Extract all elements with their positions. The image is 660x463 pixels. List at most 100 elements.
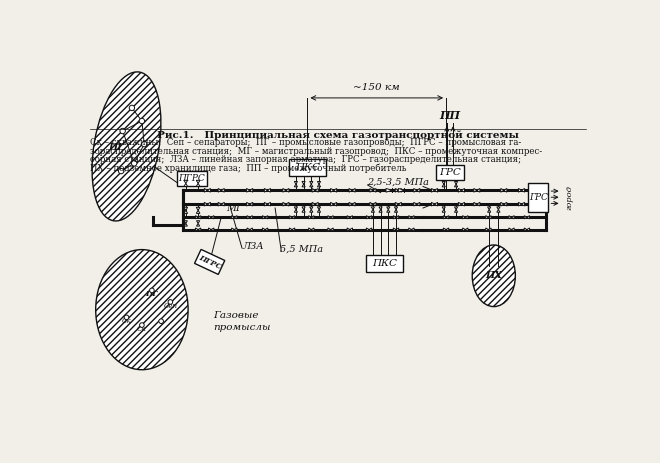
Polygon shape (455, 207, 457, 210)
Circle shape (120, 128, 125, 134)
Polygon shape (411, 216, 414, 219)
Polygon shape (387, 210, 390, 212)
Polygon shape (501, 202, 504, 206)
Polygon shape (396, 216, 399, 219)
Ellipse shape (92, 72, 161, 221)
Polygon shape (455, 210, 457, 212)
Polygon shape (411, 228, 414, 231)
Polygon shape (524, 216, 527, 219)
Polygon shape (232, 216, 234, 219)
Polygon shape (234, 216, 237, 219)
Polygon shape (292, 228, 295, 231)
Text: ПГ: ПГ (108, 144, 125, 152)
Polygon shape (527, 216, 529, 219)
Polygon shape (349, 188, 352, 192)
Circle shape (159, 319, 164, 324)
Text: ПХ – подземное хранилище газа;  ПП – промежуточный потребитель: ПХ – подземное хранилище газа; ПП – пром… (90, 163, 407, 173)
Polygon shape (211, 228, 214, 231)
Polygon shape (234, 228, 237, 231)
Polygon shape (249, 228, 252, 231)
Polygon shape (286, 202, 289, 206)
Polygon shape (221, 202, 224, 206)
Polygon shape (184, 183, 187, 187)
Polygon shape (184, 224, 187, 226)
Polygon shape (463, 216, 465, 219)
Polygon shape (221, 188, 224, 192)
Text: 2,5-3,5 МПа: 2,5-3,5 МПа (368, 178, 430, 187)
Polygon shape (497, 210, 500, 212)
Polygon shape (486, 228, 488, 231)
Polygon shape (366, 216, 369, 219)
Polygon shape (434, 188, 438, 192)
Polygon shape (399, 202, 401, 206)
Polygon shape (302, 207, 305, 210)
Polygon shape (395, 210, 397, 212)
Polygon shape (265, 188, 267, 192)
Polygon shape (294, 207, 298, 210)
Polygon shape (347, 216, 350, 219)
Polygon shape (386, 188, 392, 192)
Text: Сеп: Сеп (164, 302, 178, 310)
Text: промыслы: промыслы (214, 323, 271, 332)
Polygon shape (372, 210, 374, 212)
Polygon shape (370, 188, 373, 192)
Polygon shape (310, 210, 313, 212)
Bar (436, 165, 464, 180)
Polygon shape (265, 216, 268, 219)
Polygon shape (205, 202, 207, 206)
Polygon shape (333, 202, 337, 206)
Polygon shape (509, 228, 512, 231)
Polygon shape (414, 188, 417, 192)
Polygon shape (263, 216, 265, 219)
Polygon shape (315, 188, 318, 192)
Polygon shape (267, 188, 271, 192)
Polygon shape (196, 183, 200, 187)
Polygon shape (504, 188, 507, 192)
Circle shape (124, 315, 129, 319)
Polygon shape (312, 188, 315, 192)
Polygon shape (184, 210, 187, 213)
Polygon shape (294, 181, 298, 184)
Bar (178, 171, 207, 187)
Circle shape (141, 141, 147, 147)
Text: зораспределительная станция;  МГ – магистральный газопровод;  ПКС – промежуточна: зораспределительная станция; МГ – магист… (90, 147, 543, 156)
Polygon shape (292, 216, 295, 219)
Polygon shape (477, 202, 480, 206)
Polygon shape (265, 228, 268, 231)
Polygon shape (497, 207, 500, 210)
Polygon shape (317, 184, 321, 187)
Polygon shape (396, 228, 399, 231)
Polygon shape (352, 188, 355, 192)
Text: Газовые: Газовые (214, 311, 259, 320)
Polygon shape (521, 202, 525, 206)
Polygon shape (366, 228, 369, 231)
Polygon shape (379, 207, 382, 210)
Polygon shape (232, 228, 234, 231)
Polygon shape (488, 228, 491, 231)
Polygon shape (211, 216, 214, 219)
Polygon shape (309, 216, 312, 219)
Polygon shape (488, 216, 491, 219)
Polygon shape (399, 188, 405, 192)
Polygon shape (446, 228, 449, 231)
Polygon shape (465, 228, 468, 231)
Polygon shape (442, 181, 446, 184)
Polygon shape (461, 202, 465, 206)
Ellipse shape (472, 245, 515, 307)
Polygon shape (465, 216, 468, 219)
Text: ПП: ПП (440, 110, 461, 121)
Polygon shape (527, 228, 529, 231)
Polygon shape (315, 202, 318, 206)
Polygon shape (331, 216, 333, 219)
Polygon shape (184, 180, 187, 183)
Polygon shape (317, 210, 321, 212)
Polygon shape (184, 221, 187, 224)
Polygon shape (196, 210, 200, 213)
Bar (529, 182, 548, 212)
Polygon shape (249, 202, 253, 206)
Polygon shape (302, 184, 305, 187)
Polygon shape (509, 216, 512, 219)
Polygon shape (474, 202, 477, 206)
Text: ПКС: ПКС (295, 163, 320, 172)
Polygon shape (463, 228, 465, 231)
